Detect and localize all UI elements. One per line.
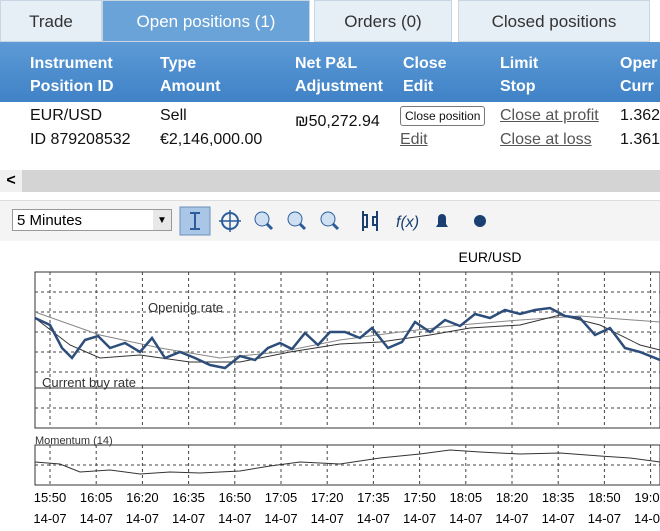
toolbar-icons: f(x) (179, 206, 486, 236)
header: Close Edit (403, 52, 447, 98)
link[interactable]: Close at loss (500, 131, 592, 148)
tab[interactable]: Open positions (1) (102, 0, 310, 42)
cell: EUR/USD ID 879208532 (30, 104, 131, 152)
header: Type Amount (160, 52, 220, 98)
x-tick-label: 14-07 (126, 511, 159, 526)
tab[interactable]: Orders (0) (314, 0, 452, 42)
x-tick-label: 17:20 (311, 490, 344, 505)
cell-text: EUR/USD (30, 107, 103, 124)
header: Limit Stop (500, 52, 538, 98)
plot-frame (34, 271, 660, 429)
header-text: Amount (160, 78, 221, 95)
x-tick-label: 16:20 (126, 490, 159, 505)
header: Instrument Position ID (30, 52, 114, 98)
x-tick-label: 16:35 (172, 490, 205, 505)
x-tick-label: 18:05 (450, 490, 483, 505)
icon[interactable] (320, 211, 336, 227)
price-line (34, 314, 660, 363)
button[interactable]: Close position (400, 106, 486, 126)
link[interactable]: Edit (400, 131, 428, 148)
x-tick-label: 14-07 (264, 511, 297, 526)
x-tick-label: 14-07 (218, 511, 251, 526)
tab[interactable]: Closed positions (458, 0, 650, 42)
icon[interactable] (254, 211, 270, 227)
header-text: Stop (500, 78, 536, 95)
header-text: Edit (403, 78, 434, 95)
select-text: 5 Minutes (17, 212, 83, 229)
header-text: Instrument (30, 55, 113, 72)
chart: EUR/USD Opening rate Current buy rate Mo… (33, 249, 660, 526)
cell-text: €2,146,000.00 (160, 131, 263, 148)
header-text: Close (403, 55, 447, 72)
header: Oper Curr (620, 52, 657, 98)
price-line (34, 311, 660, 359)
header-text: Adjustment (295, 78, 383, 95)
tab[interactable]: Trade (0, 0, 102, 42)
x-tick-label: 19:05 (634, 490, 660, 505)
cell-text: ₪50,272.94 (295, 113, 380, 130)
cell: ₪50,272.94 (295, 110, 380, 134)
indicator-line (34, 449, 660, 475)
x-tick-label: 18:20 (496, 490, 529, 505)
cell: 1.362 1.361 (620, 104, 660, 152)
x-tick-label: 14-07 (357, 511, 390, 526)
cell-text: 1.362 (620, 107, 660, 124)
icon[interactable] (436, 214, 448, 227)
interval-select[interactable]: 5 Minutes ▼ (12, 209, 172, 231)
header-text: Net P&L (295, 55, 358, 72)
icon[interactable] (474, 215, 486, 227)
header-text: Type (160, 55, 197, 72)
icon[interactable] (287, 211, 303, 227)
x-tick-label: 18:35 (542, 490, 575, 505)
cell: Close position Edit (400, 104, 486, 152)
header-text: Limit (500, 55, 539, 72)
x-tick-label: 14-07 (542, 511, 575, 526)
x-tick-label: 16:05 (80, 490, 113, 505)
chart-title: EUR/USD (458, 249, 521, 265)
header-text: Oper (620, 55, 658, 72)
header-text: Position ID (30, 78, 114, 95)
header: Net P&L Adjustment (295, 52, 383, 98)
x-tick-label: 17:50 (403, 490, 436, 505)
x-tick-label: 14-07 (403, 511, 436, 526)
scrollbar: < (0, 170, 660, 192)
x-tick-label: 18:50 (588, 490, 621, 505)
x-tick-label: 14-07 (449, 511, 482, 526)
x-tick-label: 14-07 (588, 511, 621, 526)
cell: Sell €2,146,000.00 (160, 104, 262, 152)
cell: Close at profit Close at loss (500, 104, 599, 152)
icon[interactable] (362, 211, 378, 231)
x-tick-label: 14-07 (33, 511, 66, 526)
x-tick-label: 17:05 (265, 490, 298, 505)
x-tick-label: 14-07 (495, 511, 528, 526)
scroll-button[interactable]: < (0, 170, 22, 192)
x-tick-label: 14-07 (311, 511, 344, 526)
indicator-label: Momentum (14) (35, 435, 113, 447)
annotation: Current buy rate (42, 375, 136, 390)
icon[interactable]: f(x) (396, 214, 419, 231)
cell-text: 1.361 (620, 131, 660, 148)
cell-text: Sell (160, 107, 187, 124)
table-header: Instrument Position ID Type Amount Net P&L… (0, 42, 660, 102)
x-tick-label: 17:35 (357, 490, 390, 505)
x-tick-label: 14-07 (634, 511, 660, 526)
price-line (34, 306, 660, 370)
x-tick-label: 14-07 (172, 511, 205, 526)
header-text: Curr (620, 78, 654, 95)
x-tick-label: 14-07 (80, 511, 113, 526)
x-tick-label: 16:50 (219, 490, 252, 505)
x-tick-label: 15:50 (34, 490, 67, 505)
annotation: Opening rate (148, 300, 223, 315)
cell-text: ID 879208532 (30, 131, 131, 148)
link[interactable]: Close at profit (500, 107, 599, 124)
toolbar: 5 Minutes ▼ f(x) (0, 200, 660, 241)
